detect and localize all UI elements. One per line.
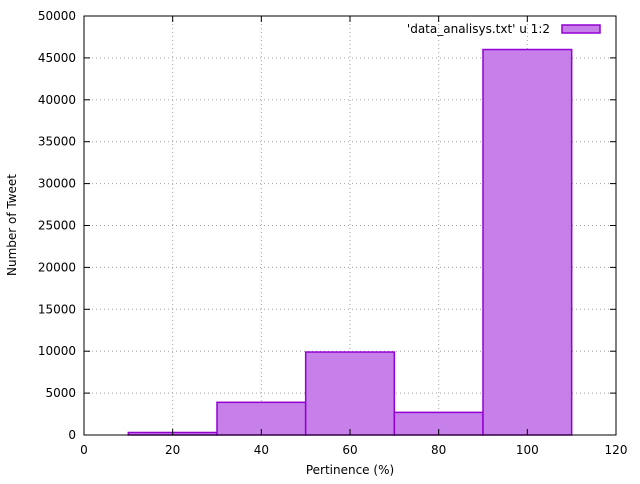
x-tick-label: 0: [80, 443, 88, 457]
y-tick-label: 0: [68, 428, 76, 442]
y-tick-label: 20000: [38, 260, 76, 274]
y-tick-label: 25000: [38, 219, 76, 233]
histogram-bar: [304, 351, 396, 436]
histogram-bar: [482, 48, 573, 436]
y-tick-label: 50000: [38, 9, 76, 23]
y-tick-label: 5000: [45, 386, 76, 400]
grid-layer: [84, 16, 616, 435]
x-tick-label: 60: [342, 443, 357, 457]
legend: 'data_analisys.txt' u 1:2: [407, 22, 601, 36]
x-tick-label: 100: [516, 443, 539, 457]
y-tick-label: 30000: [38, 177, 76, 191]
x-axis-label: Pertinence (%): [306, 463, 394, 477]
x-tick-label: 120: [605, 443, 628, 457]
ticks-layer: 0 20 40 60 80 100 120 0 5000 10000 15000 20000 25000…: [38, 9, 628, 457]
y-tick-label: 10000: [38, 344, 76, 358]
x-tick-label: 20: [165, 443, 180, 457]
y-tick-label: 35000: [38, 135, 76, 149]
legend-label: 'data_analisys.txt' u 1:2: [407, 22, 550, 36]
x-tick-label: 80: [431, 443, 446, 457]
y-axis-label: Number of Tweet: [5, 174, 19, 276]
bars-layer: [127, 48, 573, 436]
y-tick-label: 45000: [38, 51, 76, 65]
y-tick-label: 15000: [38, 302, 76, 316]
legend-swatch: [561, 24, 601, 34]
y-tick-label: 40000: [38, 93, 76, 107]
x-tick-label: 40: [254, 443, 269, 457]
